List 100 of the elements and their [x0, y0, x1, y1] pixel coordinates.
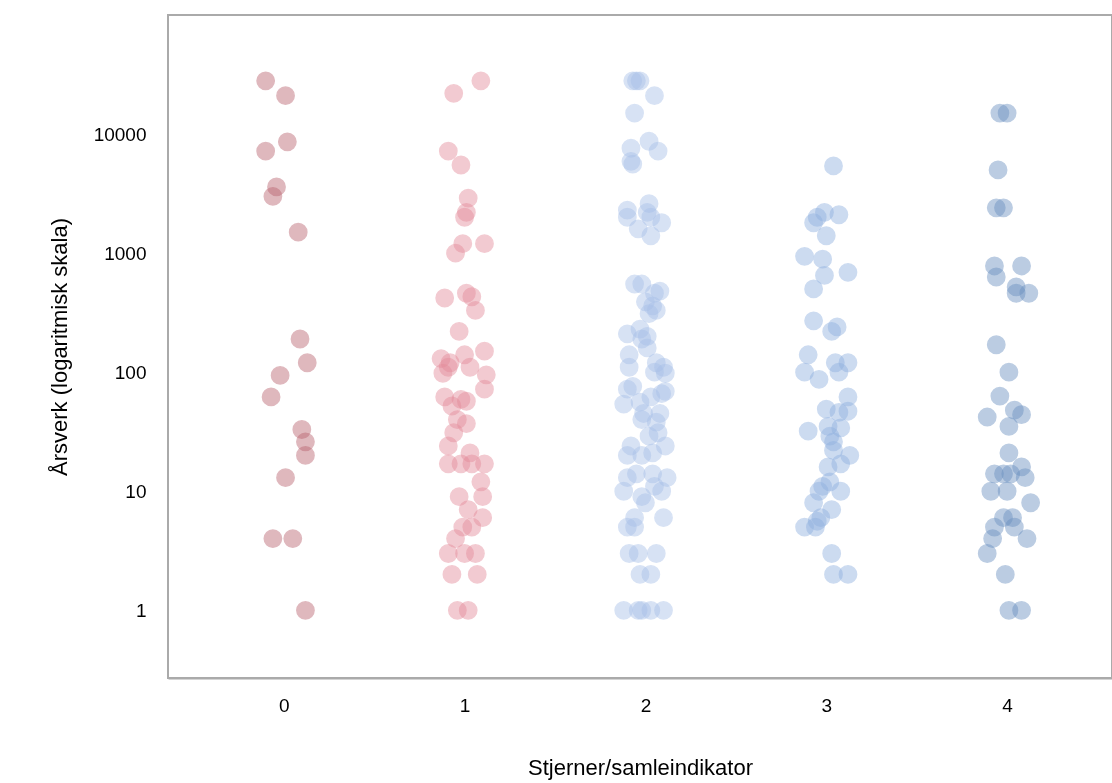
- y-tick-label: 10000: [93, 123, 147, 145]
- point: [1017, 529, 1037, 549]
- point: [838, 565, 858, 584]
- point: [467, 565, 487, 584]
- point: [977, 407, 997, 427]
- point: [438, 141, 458, 161]
- point: [296, 600, 315, 620]
- point: [999, 362, 1019, 382]
- point: [451, 155, 471, 175]
- point: [986, 335, 1006, 355]
- point: [804, 493, 824, 513]
- point: [442, 565, 462, 584]
- point: [981, 481, 1001, 501]
- point: [458, 500, 478, 520]
- y-tick-label: 1000: [104, 242, 147, 264]
- point: [990, 386, 1010, 406]
- point: [798, 421, 818, 441]
- point: [475, 454, 494, 474]
- point: [276, 86, 295, 106]
- point: [466, 301, 485, 320]
- x-tick-label: 4: [1002, 694, 1014, 716]
- point: [822, 544, 842, 563]
- point: [1021, 493, 1041, 513]
- point: [276, 468, 295, 488]
- y-tick-label: 100: [114, 361, 147, 383]
- point: [1012, 405, 1031, 425]
- point: [994, 198, 1013, 218]
- x-tick-label: 2: [640, 694, 652, 716]
- point: [983, 529, 1003, 549]
- point: [1004, 517, 1024, 537]
- point: [988, 160, 1008, 180]
- point: [995, 565, 1015, 584]
- y-tick-label: 10: [125, 480, 147, 502]
- point: [256, 141, 276, 161]
- point: [433, 363, 453, 383]
- point: [1012, 600, 1031, 620]
- point: [977, 544, 997, 563]
- point: [458, 600, 478, 620]
- point: [997, 481, 1017, 501]
- point: [475, 379, 494, 399]
- y-axis-title: Årsverk (logaritmisk skala): [46, 218, 72, 476]
- point: [438, 436, 458, 456]
- point: [798, 345, 818, 365]
- point: [466, 544, 485, 563]
- point: [804, 311, 824, 331]
- point: [838, 401, 858, 421]
- point: [999, 443, 1019, 463]
- point: [997, 103, 1017, 123]
- point: [435, 288, 455, 308]
- point: [804, 213, 824, 233]
- point: [986, 267, 1006, 287]
- point: [444, 83, 464, 103]
- point: [829, 362, 849, 382]
- point: [838, 262, 858, 282]
- point: [809, 369, 829, 389]
- point: [475, 341, 494, 361]
- point: [824, 156, 843, 176]
- point: [1015, 468, 1035, 488]
- point: [475, 234, 494, 254]
- point: [795, 246, 814, 266]
- point: [263, 186, 283, 206]
- point: [460, 357, 480, 377]
- point: [813, 249, 833, 269]
- y-tick-label: 1: [135, 599, 147, 621]
- point: [449, 487, 469, 507]
- point: [297, 353, 317, 373]
- point: [1019, 283, 1039, 303]
- point: [261, 387, 281, 407]
- x-axis-title: Stjerner/samleindikator: [528, 754, 753, 780]
- point: [456, 414, 476, 433]
- point: [438, 544, 458, 563]
- point: [296, 446, 315, 465]
- point: [1012, 256, 1031, 276]
- x-tick-label: 1: [459, 694, 471, 716]
- point: [455, 207, 474, 227]
- point: [446, 243, 465, 263]
- point: [816, 226, 836, 246]
- point: [815, 266, 834, 285]
- point: [256, 71, 276, 91]
- point: [999, 417, 1019, 436]
- point: [806, 517, 825, 537]
- point: [471, 71, 491, 91]
- point: [277, 132, 297, 152]
- point: [290, 329, 310, 349]
- point: [829, 205, 849, 225]
- point: [263, 529, 283, 549]
- point: [446, 529, 465, 549]
- point: [270, 365, 290, 385]
- point: [288, 222, 308, 242]
- point: [831, 481, 851, 501]
- point: [804, 279, 824, 299]
- point: [283, 529, 303, 549]
- x-tick-label: 0: [278, 694, 290, 716]
- point: [449, 322, 469, 341]
- x-tick-label: 3: [821, 694, 833, 716]
- point: [456, 391, 476, 411]
- point: [473, 487, 493, 507]
- point: [795, 362, 814, 382]
- point: [462, 517, 482, 537]
- point: [822, 322, 842, 341]
